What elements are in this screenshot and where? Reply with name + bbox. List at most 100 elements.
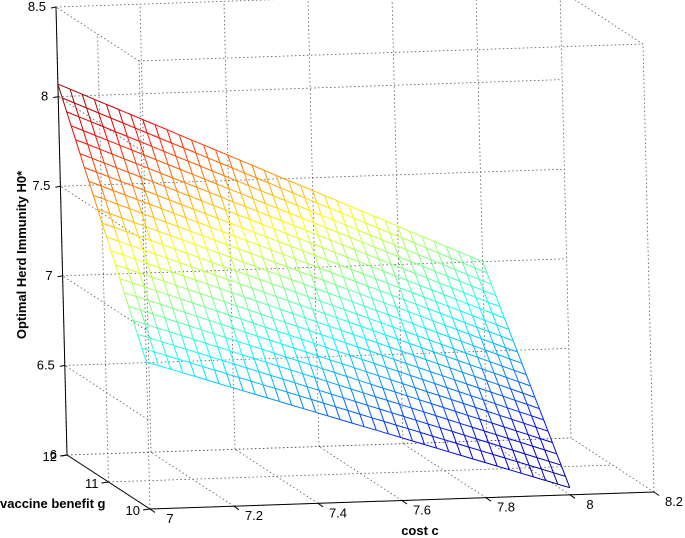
surface-mesh-line (118, 241, 124, 256)
surface-mesh-line (86, 107, 92, 122)
surface-mesh-line (507, 407, 520, 413)
surface-mesh-line (379, 408, 392, 414)
surface-mesh-line (496, 434, 509, 439)
surface-mesh-line (176, 191, 182, 205)
surface-mesh-line (468, 333, 474, 346)
surface-mesh-line (357, 346, 363, 360)
surface-mesh-line (163, 151, 169, 165)
surface-mesh-line (422, 266, 428, 279)
surface-mesh-line (262, 257, 276, 263)
surface-mesh-line (249, 218, 263, 225)
surface-mesh-line (361, 359, 367, 372)
surface-mesh-line (433, 240, 447, 247)
surface-mesh-line (490, 284, 497, 296)
surface-mesh-line (527, 403, 540, 410)
surface-mesh-line (456, 329, 462, 342)
surface-mesh-line (204, 178, 210, 193)
surface-mesh-line (225, 209, 231, 224)
surface-mesh-line (128, 172, 134, 187)
surface-mesh-line (417, 367, 424, 380)
surface-mesh-line (343, 397, 356, 402)
surface-mesh-line (524, 453, 530, 466)
surface-mesh-line (383, 421, 389, 434)
surface-mesh-line (513, 370, 519, 382)
surface-mesh-line (285, 233, 291, 247)
surface-mesh-line (518, 381, 531, 387)
surface-mesh-line (334, 372, 347, 377)
surface-mesh-line (280, 187, 286, 201)
grid-line (318, 446, 403, 501)
surface-mesh-line (254, 266, 261, 280)
surface-mesh-line (328, 325, 342, 331)
surface-mesh-line (119, 278, 133, 284)
surface-mesh-line (274, 387, 288, 393)
surface-mesh-line (129, 208, 135, 223)
surface-mesh-line (526, 404, 532, 416)
surface-mesh-line (418, 399, 425, 412)
surface-mesh-line (404, 331, 410, 344)
surface-mesh-line (171, 142, 184, 149)
surface-mesh-line (196, 187, 202, 201)
surface-mesh-line (288, 180, 301, 186)
surface-mesh-line (260, 313, 266, 328)
surface-mesh-line (365, 371, 372, 385)
surface-mesh-line (521, 363, 527, 375)
surface-mesh-line (359, 413, 365, 427)
surface-mesh-line (252, 198, 258, 212)
surface-mesh-line (351, 268, 364, 275)
surface-mesh-line (313, 222, 319, 236)
surface-mesh-line (104, 199, 111, 214)
surface-mesh-line (560, 464, 566, 477)
surface-mesh-line (175, 284, 189, 290)
surface-mesh-line (501, 365, 515, 371)
surface-mesh-line (148, 300, 154, 315)
surface-mesh-line (313, 222, 327, 229)
surface-mesh-line (190, 266, 197, 281)
surface-mesh-line (391, 295, 397, 308)
surface-mesh-line (216, 310, 222, 325)
surface-mesh-line (377, 227, 383, 241)
surface-mesh-line (156, 327, 163, 342)
surface-mesh-line (331, 393, 344, 399)
surface-mesh-line (369, 234, 383, 241)
surface-mesh-line (328, 325, 334, 339)
surface-mesh-line (468, 333, 482, 340)
surface-mesh-line (458, 391, 464, 404)
surface-mesh-line (494, 372, 507, 378)
surface-mesh-line (362, 392, 368, 406)
surface-mesh-line (467, 415, 473, 428)
surface-mesh-line (408, 343, 415, 356)
surface-mesh-line (543, 419, 549, 432)
surface-mesh-line (124, 292, 137, 297)
surface-mesh-line (95, 135, 108, 141)
z-tick-label: 6.5 (37, 357, 55, 372)
surface-mesh-line (209, 226, 223, 232)
z-tick-mark (57, 275, 63, 278)
surface-mesh-line (130, 114, 136, 129)
surface-mesh-line (520, 441, 533, 447)
surface-mesh-line (316, 202, 322, 216)
surface-mesh-line (149, 337, 162, 343)
surface-mesh-line (220, 323, 234, 329)
surface-mesh-line (144, 190, 150, 205)
surface-mesh-line (276, 174, 289, 181)
surface-mesh-line (208, 319, 222, 325)
surface-mesh-line (148, 167, 161, 174)
surface-mesh-line (229, 350, 243, 356)
surface-mesh-line (297, 238, 304, 251)
surface-mesh-line (93, 194, 106, 201)
surface-mesh-line (408, 428, 421, 433)
surface-mesh-line (509, 358, 523, 364)
surface-mesh-line (295, 292, 301, 306)
surface-mesh-line (454, 379, 467, 385)
surface-mesh-line (377, 342, 390, 348)
surface-mesh-line (168, 294, 181, 300)
grid-line (139, 4, 152, 453)
surface-mesh-line (515, 430, 529, 436)
surface-mesh-line (349, 236, 363, 243)
surface-mesh-line (348, 205, 354, 219)
surface-mesh-line (281, 343, 287, 358)
surface-mesh-line (484, 319, 497, 326)
surface-mesh-line (102, 126, 109, 141)
surface-mesh-line (380, 322, 394, 328)
